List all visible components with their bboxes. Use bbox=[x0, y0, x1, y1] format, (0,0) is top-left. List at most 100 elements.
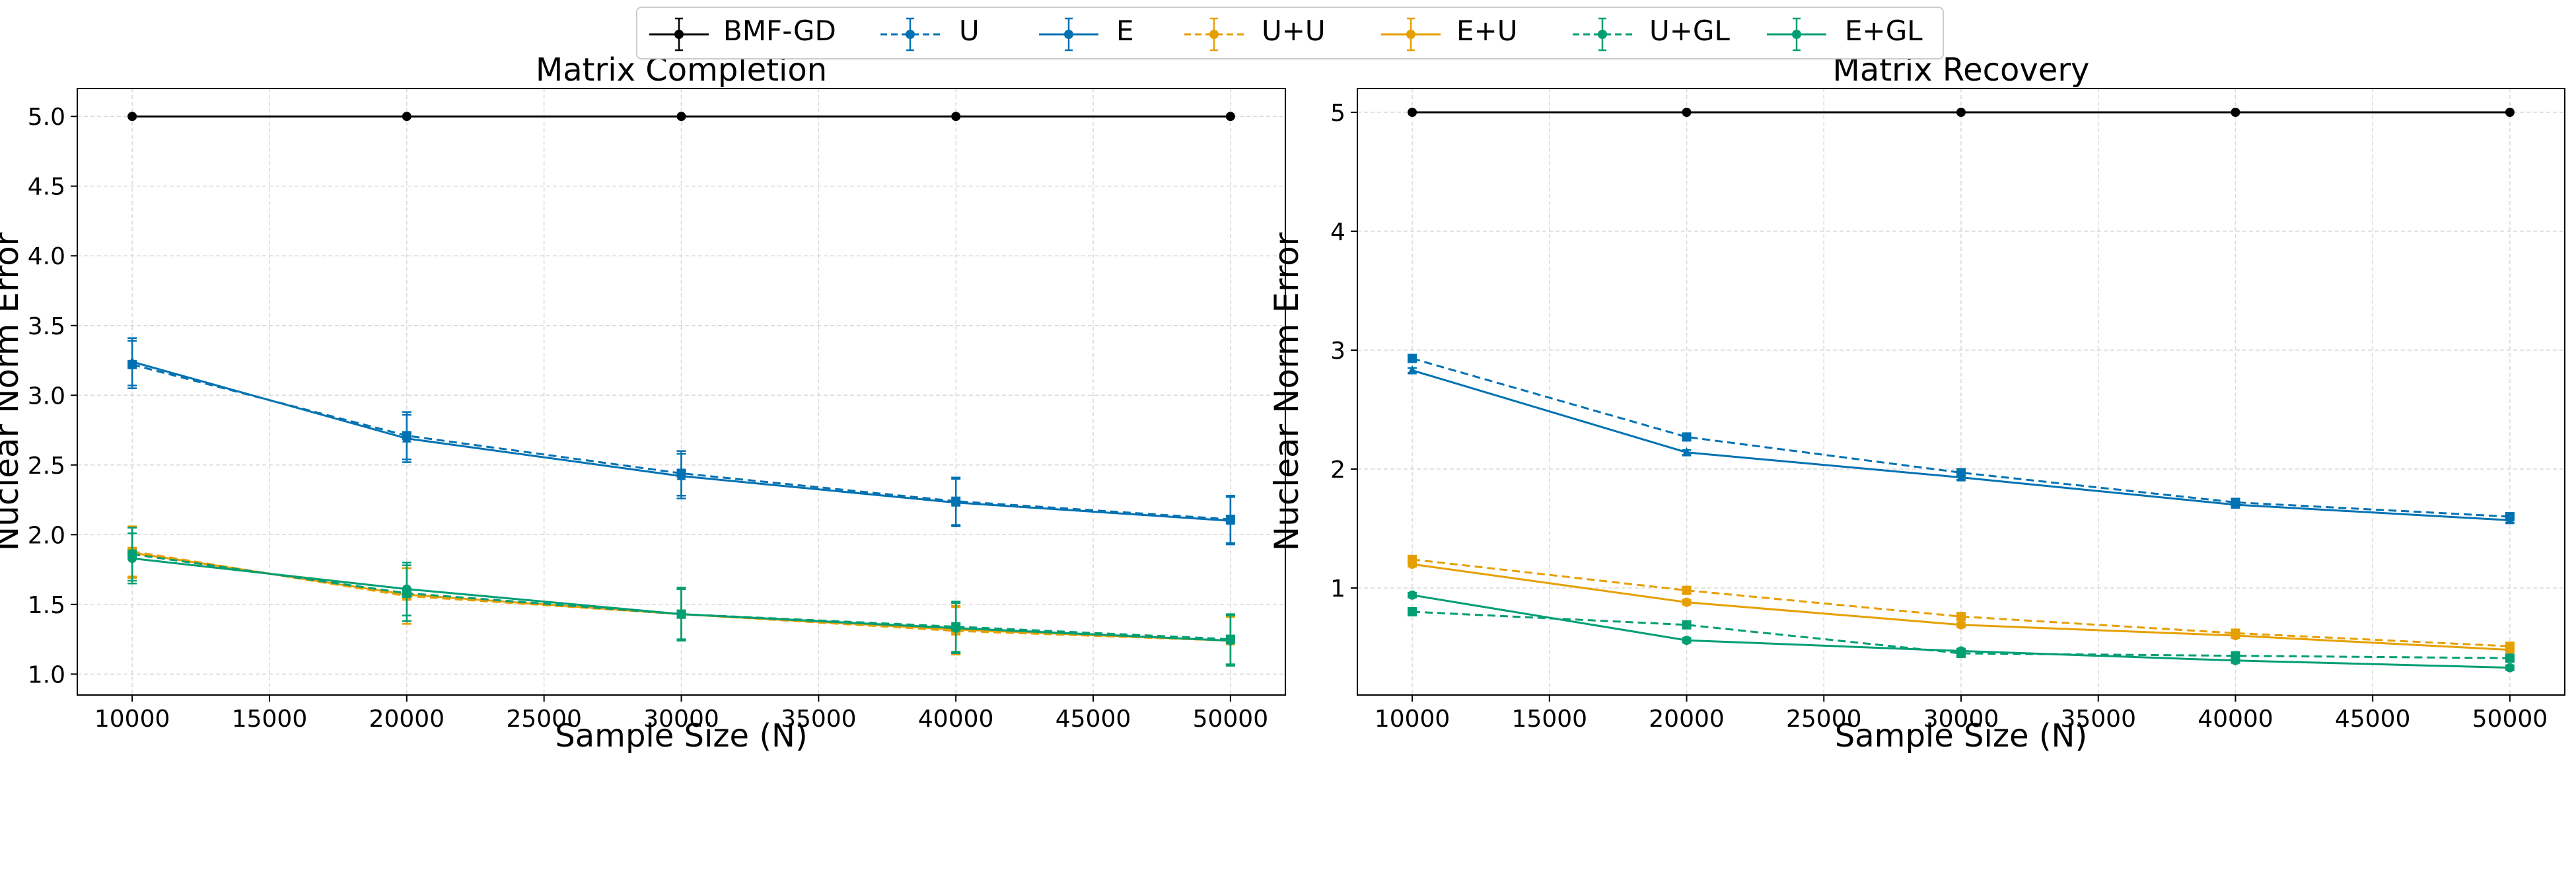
data-point bbox=[1956, 646, 1966, 656]
y-tick-label: 1.0 bbox=[28, 661, 65, 688]
y-axis-label: Nuclear Norm Error bbox=[1268, 232, 1306, 551]
data-point bbox=[951, 112, 961, 122]
data-point bbox=[127, 356, 137, 366]
series-u bbox=[1408, 353, 2515, 521]
x-tick-label: 50000 bbox=[2472, 706, 2548, 733]
data-point bbox=[1682, 620, 1692, 630]
x-tick-label: 20000 bbox=[1649, 706, 1725, 733]
x-tick-label: 20000 bbox=[369, 706, 445, 733]
data-point bbox=[1682, 636, 1692, 645]
x-tick-label: 25000 bbox=[1786, 706, 1862, 733]
y-tick-label: 3 bbox=[1330, 338, 1345, 365]
data-point bbox=[127, 112, 137, 122]
x-tick-label: 45000 bbox=[1055, 706, 1131, 733]
x-tick-label: 50000 bbox=[1193, 706, 1269, 733]
y-tick-label: 5.0 bbox=[28, 104, 65, 131]
y-tick-label: 4.5 bbox=[28, 174, 65, 201]
legend-label: E+GL bbox=[1845, 15, 1923, 47]
data-point bbox=[127, 554, 137, 564]
x-tick-label: 15000 bbox=[232, 706, 308, 733]
x-tick-label: 30000 bbox=[643, 706, 719, 733]
plot-frame bbox=[77, 88, 1286, 696]
x-tick-label: 40000 bbox=[918, 706, 994, 733]
data-point bbox=[676, 112, 686, 122]
series-e bbox=[1408, 365, 2515, 525]
data-point bbox=[2505, 108, 2515, 117]
y-tick-label: 2 bbox=[1330, 457, 1345, 484]
data-point bbox=[1408, 365, 1417, 375]
data-point bbox=[1956, 472, 1966, 482]
data-point bbox=[2231, 631, 2240, 640]
legend-label: E bbox=[1116, 15, 1134, 47]
data-point bbox=[1408, 353, 1417, 363]
x-tick-label: 40000 bbox=[2198, 706, 2273, 733]
series-bmf-gd bbox=[127, 112, 1235, 122]
x-tick-label: 35000 bbox=[2060, 706, 2136, 733]
legend-swatch bbox=[1184, 17, 1244, 52]
legend-label: BMF-GD bbox=[723, 15, 836, 47]
data-point bbox=[1225, 112, 1235, 122]
legend-label: E+U bbox=[1456, 15, 1518, 47]
series-u-u bbox=[1408, 554, 2515, 651]
data-point bbox=[402, 433, 411, 443]
y-tick-label: 3.0 bbox=[28, 383, 65, 410]
y-tick-label: 5 bbox=[1330, 100, 1345, 127]
data-point bbox=[951, 497, 961, 507]
data-point bbox=[2505, 645, 2515, 655]
series-e bbox=[127, 337, 1235, 546]
x-tick-label: 10000 bbox=[94, 706, 170, 733]
series-line bbox=[1412, 558, 2510, 647]
legend-swatch bbox=[880, 17, 940, 52]
x-tick-label: 45000 bbox=[2335, 706, 2411, 733]
legend-swatch bbox=[649, 17, 709, 52]
legend-label: U+U bbox=[1262, 15, 1326, 47]
x-tick-label: 15000 bbox=[1512, 706, 1588, 733]
chart-panel-1: 10000 15000 20000 25000 30000 35000 40000 45000… bbox=[1268, 52, 2565, 754]
data-point bbox=[2505, 663, 2515, 673]
data-point bbox=[2231, 655, 2240, 665]
data-point bbox=[1682, 597, 1692, 607]
data-point bbox=[1408, 560, 1417, 569]
series-e-gl bbox=[127, 532, 1235, 667]
legend-swatch bbox=[1573, 17, 1632, 52]
data-point bbox=[1408, 108, 1417, 117]
data-point bbox=[402, 112, 411, 122]
chart-panel-0: 10000 15000 20000 25000 30000 35000 40000 45000… bbox=[0, 52, 1286, 754]
plot-frame bbox=[1357, 88, 2565, 696]
y-tick-label: 1 bbox=[1330, 575, 1345, 603]
y-tick-label: 1.5 bbox=[28, 592, 65, 619]
data-point bbox=[402, 584, 411, 594]
y-tick-label: 2.5 bbox=[28, 453, 65, 480]
series-line bbox=[1412, 357, 2510, 518]
legend-label: U bbox=[959, 15, 980, 47]
data-point bbox=[1408, 590, 1417, 600]
legend-swatch bbox=[1767, 17, 1826, 52]
legend-swatch bbox=[1039, 17, 1098, 52]
data-point bbox=[676, 470, 686, 480]
data-point bbox=[2505, 653, 2515, 663]
data-point bbox=[1956, 612, 1966, 622]
x-tick-label: 30000 bbox=[1923, 706, 1999, 733]
series-bmf-gd bbox=[1408, 108, 2515, 117]
data-point bbox=[951, 623, 961, 633]
x-tick-label: 35000 bbox=[781, 706, 857, 733]
data-point bbox=[1956, 108, 1966, 117]
series-e-gl bbox=[1408, 590, 2515, 673]
y-tick-label: 3.5 bbox=[28, 313, 65, 340]
x-tick-label: 10000 bbox=[1375, 706, 1450, 733]
series-e-u bbox=[1408, 560, 2515, 655]
y-tick-label: 2.0 bbox=[28, 522, 65, 549]
y-tick-label: 4 bbox=[1330, 219, 1345, 246]
y-axis-label: Nuclear Norm Error bbox=[0, 232, 26, 551]
data-point bbox=[2231, 108, 2240, 117]
legend-swatch bbox=[1381, 17, 1441, 52]
data-point bbox=[676, 609, 686, 619]
data-point bbox=[1682, 447, 1692, 457]
x-axis-label: Sample Size (N) bbox=[555, 717, 807, 754]
y-tick-label: 4.0 bbox=[28, 243, 65, 270]
series-line bbox=[1412, 610, 2510, 659]
data-point bbox=[2231, 499, 2240, 509]
data-point bbox=[1682, 108, 1692, 117]
data-point bbox=[2505, 515, 2515, 525]
